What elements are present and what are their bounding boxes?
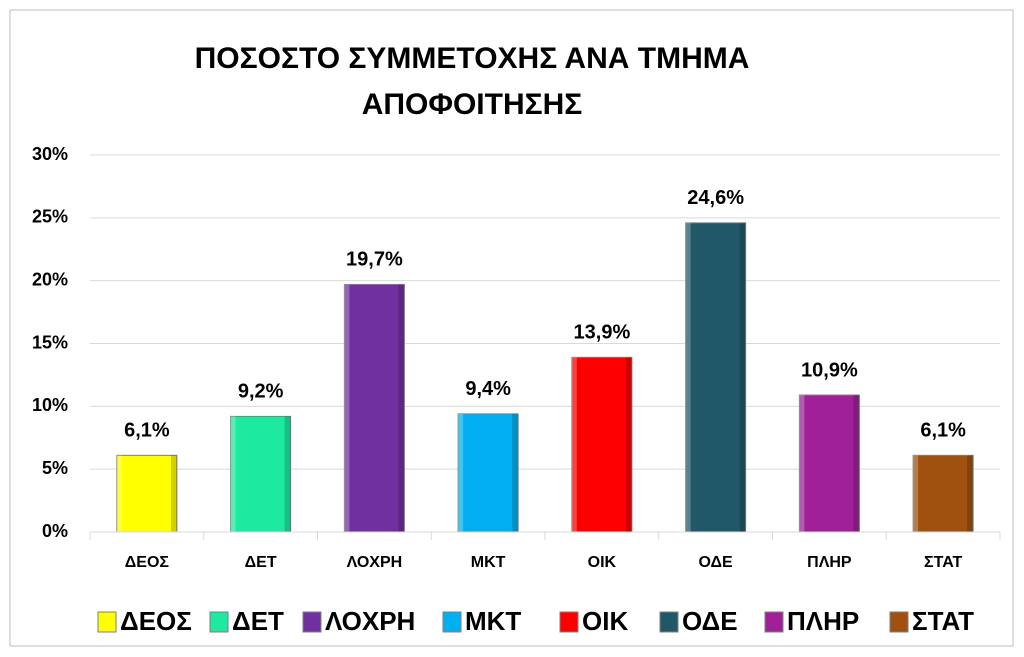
bar-shade — [344, 284, 350, 532]
legend-label: ΟΙΚ — [582, 606, 628, 636]
legend-label: ΜΚΤ — [465, 606, 521, 636]
legend-swatch — [442, 611, 462, 633]
legend-label: ΣΤΑΤ — [912, 606, 974, 636]
legend-swatch — [209, 611, 229, 633]
chart-title: ΠΟΣΟΣΤΟ ΣΥΜΜΕΤΟΧΗΣ ΑΝΑ ΤΜΗΜΑ ΑΠΟΦΟΙΤΗΣΗΣ — [194, 42, 750, 121]
legend-swatch — [302, 611, 322, 633]
legend-label: ΔΕΟΣ — [120, 606, 192, 636]
bar — [571, 356, 633, 533]
bar-shade — [853, 395, 860, 532]
data-label: 6,1% — [920, 420, 966, 442]
legend-label: ΠΛΗΡ — [787, 606, 859, 636]
bar-shade — [398, 284, 405, 532]
data-label: 9,4% — [465, 378, 511, 400]
bar-shade — [625, 357, 632, 532]
data-label: 13,9% — [574, 322, 631, 344]
x-tick-label: ΣΤΑΤ — [924, 554, 962, 571]
y-tick-label: 15% — [32, 332, 68, 352]
data-label: 10,9% — [801, 359, 858, 381]
bar — [798, 394, 860, 533]
bar-shade — [170, 455, 177, 532]
legend-swatch — [559, 611, 579, 633]
x-tick-label: ΟΔΕ — [699, 554, 734, 571]
data-label: 24,6% — [687, 187, 744, 209]
x-tick-label: ΔΕΤ — [245, 554, 277, 571]
bar-shade — [571, 357, 577, 532]
legend-swatch — [764, 611, 784, 633]
y-tick-label: 25% — [32, 207, 68, 227]
bar-shade — [512, 413, 519, 532]
bar — [116, 454, 178, 533]
x-tick-label: ΟΙΚ — [588, 554, 617, 571]
legend-swatch — [659, 611, 679, 633]
x-tick-label: ΜΚΤ — [471, 554, 506, 571]
y-tick-label: 0% — [42, 521, 68, 541]
bar — [685, 222, 747, 533]
x-tick-label: ΔΕΟΣ — [125, 554, 170, 571]
legend-swatch — [889, 611, 909, 633]
bar-shade — [685, 222, 691, 533]
legend-swatch — [97, 611, 117, 633]
legend-label: ΟΔΕ — [682, 606, 738, 636]
bar — [230, 415, 292, 533]
data-label: 19,7% — [346, 249, 403, 271]
bar-shade — [230, 416, 236, 532]
chart-border — [9, 9, 1014, 647]
bar-shade — [739, 222, 746, 533]
x-tick-label: ΠΛΗΡ — [807, 554, 852, 571]
legend-label: ΔΕΤ — [232, 606, 284, 636]
y-tick-label: 5% — [42, 458, 68, 478]
bar-shade — [913, 455, 919, 532]
legend-label: ΛΟΧΡΗ — [325, 606, 415, 636]
bar — [343, 283, 405, 533]
data-label: 6,1% — [124, 420, 170, 442]
bar — [912, 454, 974, 533]
y-tick-label: 10% — [32, 395, 68, 415]
bar-shade — [799, 395, 805, 532]
bar-shade — [967, 455, 974, 532]
y-tick-label: 20% — [32, 269, 68, 289]
bar-shade — [458, 413, 464, 532]
data-label: 9,2% — [238, 381, 284, 403]
bar-shade — [284, 416, 291, 532]
bar — [457, 413, 519, 533]
bar-shade — [116, 455, 122, 532]
y-tick-label: 30% — [32, 144, 68, 164]
x-tick-label: ΛΟΧΡΗ — [347, 554, 403, 571]
